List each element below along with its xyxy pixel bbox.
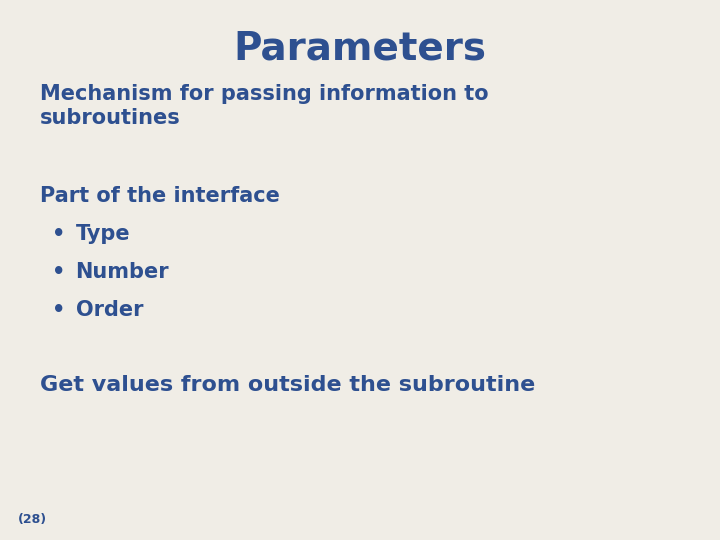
Text: Number: Number [76,262,169,282]
Text: Type: Type [76,224,130,244]
Text: •: • [53,262,66,282]
Text: (28): (28) [18,514,47,526]
Text: Get values from outside the subroutine: Get values from outside the subroutine [40,375,535,395]
Text: Parameters: Parameters [233,30,487,68]
Text: Part of the interface: Part of the interface [40,186,279,206]
Text: Mechanism for passing information to
subroutines: Mechanism for passing information to sub… [40,84,488,129]
Text: Order: Order [76,300,143,320]
Text: •: • [53,300,66,320]
Text: •: • [53,224,66,244]
